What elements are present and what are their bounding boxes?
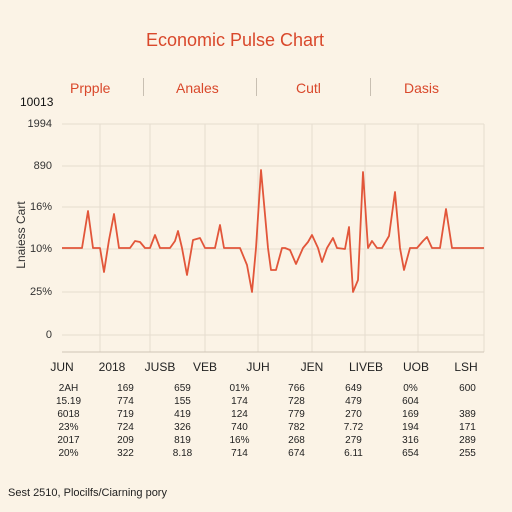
- column-header-1: Prpple: [70, 80, 111, 96]
- x-tick-label: JUH: [246, 360, 270, 374]
- table-cell: 169: [117, 383, 134, 394]
- table-cell: 6018: [57, 409, 80, 420]
- x-tick-label: JUSB: [144, 360, 176, 374]
- table-cell: 01%: [229, 383, 250, 394]
- table-cell: 674: [288, 448, 305, 459]
- table-cell: 719: [117, 409, 134, 420]
- y-tick-label: 0: [45, 329, 52, 341]
- table-cell: 209: [117, 435, 134, 446]
- table-cell: 728: [288, 396, 305, 407]
- table-cell: 155: [174, 396, 191, 407]
- table-cell: 782: [288, 422, 305, 433]
- table-cell: 659: [174, 383, 191, 394]
- table-cell: 169: [402, 409, 419, 420]
- table-cell: 714: [231, 448, 248, 459]
- table-cell: [439, 395, 496, 408]
- chart-title: Economic Pulse Chart: [145, 30, 325, 50]
- x-tick-label: JUN: [50, 360, 74, 374]
- table-row: 6018 719 419 124 779 270 169 389: [40, 408, 500, 421]
- table-cell: 724: [117, 422, 134, 433]
- table-cell: 289: [459, 435, 476, 446]
- table-cell: 194: [402, 422, 419, 433]
- table-cell: 649: [345, 383, 362, 394]
- table-cell: 171: [459, 422, 476, 433]
- x-tick-label: 2018: [98, 360, 126, 374]
- table-cell: 389: [459, 409, 476, 420]
- table-cell: 654: [402, 448, 419, 459]
- table-cell: 766: [288, 383, 305, 394]
- table-cell: 740: [231, 422, 248, 433]
- table-cell: 0%: [403, 383, 418, 394]
- table-cell: 8.18: [172, 448, 193, 459]
- table-cell: 779: [288, 409, 305, 420]
- table-cell: 6.11: [344, 448, 363, 459]
- table-cell: 174: [231, 396, 248, 407]
- y-tick-label: 1994: [27, 118, 52, 130]
- table-cell: 419: [174, 409, 191, 420]
- table-cell: 16%: [229, 435, 250, 446]
- table-cell: 326: [174, 422, 191, 433]
- table-row: 23% 724 326 740 782 7.72 194 171: [40, 421, 500, 434]
- y-tick-label: 16%: [29, 201, 52, 213]
- table-row: 20% 322 8.18 714 674 6.11 654 255: [40, 447, 500, 460]
- grid-lines: [62, 123, 485, 352]
- table-cell: 604: [402, 396, 419, 407]
- table-cell: 819: [174, 435, 191, 446]
- table-cell: 479: [345, 396, 362, 407]
- x-tick-label: UOB: [402, 360, 429, 374]
- x-tick-label: JEN: [300, 360, 324, 374]
- table-cell: 316: [402, 435, 419, 446]
- y-tick-label: 890: [33, 160, 52, 172]
- table-cell: 2AH: [58, 383, 79, 394]
- y-tick-label: 25%: [29, 286, 52, 298]
- column-divider: [370, 78, 371, 96]
- table-cell: 268: [288, 435, 305, 446]
- column-header-3: Cutl: [296, 80, 321, 96]
- x-tick-label: LSH: [454, 360, 478, 374]
- pulse-line: [62, 169, 484, 293]
- column-header-2: Anales: [176, 80, 219, 96]
- table-cell: 322: [117, 448, 134, 459]
- table-cell: 23%: [58, 422, 79, 433]
- table-cell: 124: [231, 409, 248, 420]
- top-value-label: 10013: [20, 95, 54, 109]
- y-tick-label: 10%: [29, 243, 52, 255]
- table-cell: 20%: [58, 448, 79, 459]
- data-table: 2AH 169 659 01% 766 649 0% 600 15.19 774…: [40, 382, 500, 460]
- table-row: 2017 209 819 16% 268 279 316 289: [40, 434, 500, 447]
- table-cell: 600: [459, 383, 476, 394]
- table-cell: 774: [117, 396, 134, 407]
- table-cell: 2017: [57, 435, 80, 446]
- table-row: 15.19 774 155 174 728 479 604: [40, 395, 500, 408]
- table-row: 2AH 169 659 01% 766 649 0% 600: [40, 382, 500, 395]
- table-cell: 7.72: [343, 422, 364, 433]
- x-tick-label: LIVEB: [348, 360, 384, 374]
- footer-note: Sest 2510, Plocilfs/Ciarning pory: [8, 487, 167, 499]
- table-cell: 270: [345, 409, 362, 420]
- column-divider: [256, 78, 257, 96]
- table-cell: 279: [345, 435, 362, 446]
- table-cell: 15.19: [55, 396, 82, 407]
- table-cell: 255: [459, 448, 476, 459]
- x-tick-label: VEB: [192, 360, 217, 374]
- column-divider: [143, 78, 144, 96]
- column-header-4: Dasis: [404, 80, 440, 96]
